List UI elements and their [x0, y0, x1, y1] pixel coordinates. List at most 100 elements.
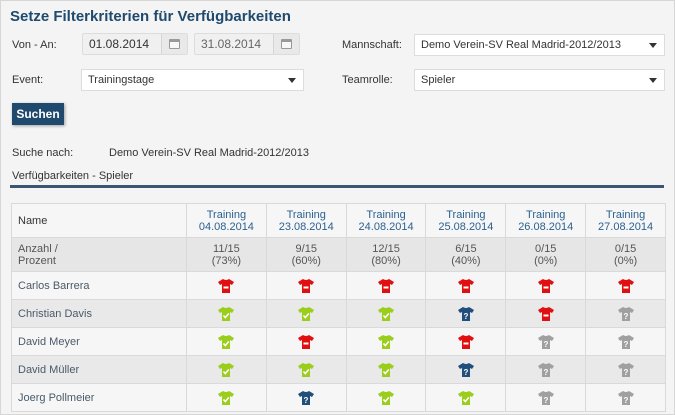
table-header-row: Name Training 04.08.2014 Training 23.08.20…	[11, 203, 666, 238]
available-shirt-icon	[218, 362, 235, 377]
availability-cell[interactable]	[345, 271, 427, 300]
role-select[interactable]: Spieler	[414, 69, 665, 91]
availability-cell[interactable]: ?	[425, 355, 507, 384]
availability-cell[interactable]: ?	[585, 383, 666, 412]
chevron-down-icon	[649, 42, 657, 48]
player-row: David Meyer??	[11, 327, 666, 356]
count-row: Anzahl / Prozent 11/15 (73%) 9/15 (60%) 12/…	[11, 237, 666, 272]
available-shirt-icon	[218, 390, 235, 405]
unavailable-shirt-icon	[298, 278, 315, 293]
svg-text:?: ?	[623, 368, 628, 377]
availability-cell[interactable]	[265, 299, 347, 328]
availability-cell[interactable]	[186, 299, 267, 328]
player-row: Joerg Pollmeier???	[11, 383, 666, 412]
percent-value: (0%)	[613, 254, 638, 267]
availability-cell[interactable]	[186, 327, 267, 356]
availability-cell[interactable]	[345, 327, 427, 356]
event-select[interactable]: Trainingstage	[81, 69, 304, 91]
availability-cell[interactable]: ?	[585, 327, 666, 356]
count-cell: 0/15 (0%)	[505, 237, 587, 272]
date-to-field[interactable]: 31.08.2014	[194, 33, 300, 55]
player-name: David Meyer	[11, 327, 187, 356]
date-from-field[interactable]: 01.08.2014	[82, 33, 188, 55]
search-info-label: Suche nach:	[12, 147, 74, 159]
availability-cell[interactable]: ?	[585, 299, 666, 328]
count-row-label: Anzahl / Prozent	[11, 237, 187, 272]
count-value: 9/15	[295, 242, 317, 255]
svg-text:?: ?	[543, 368, 548, 377]
player-row: Carlos Barrera	[11, 271, 666, 300]
column-header-type: Training	[605, 208, 646, 221]
availability-cell[interactable]: ?	[505, 383, 587, 412]
player-name: Carlos Barrera	[11, 271, 187, 300]
availability-cell[interactable]: ?	[505, 327, 587, 356]
availability-cell[interactable]	[425, 271, 507, 300]
availability-cell[interactable]	[186, 271, 267, 300]
availability-cell[interactable]	[265, 271, 347, 300]
player-name: David Müller	[11, 355, 187, 384]
page-title: Setze Filterkriterien für Verfügbarkeite…	[10, 8, 291, 25]
name-column-header: Name	[11, 203, 187, 238]
availability-cell[interactable]	[265, 327, 347, 356]
availability-cell[interactable]	[186, 383, 267, 412]
unavailable-shirt-icon	[457, 334, 474, 349]
section-divider	[10, 185, 664, 188]
available-shirt-icon	[298, 306, 315, 321]
availability-cell[interactable]	[505, 299, 587, 328]
svg-text:?: ?	[304, 396, 309, 405]
availability-cell[interactable]	[425, 383, 507, 412]
no-answer-shirt-icon: ?	[617, 362, 634, 377]
svg-text:?: ?	[543, 396, 548, 405]
role-label: Teamrolle:	[342, 74, 393, 86]
availability-table: Name Training 04.08.2014 Training 23.08.20…	[11, 203, 666, 412]
team-select-value: Demo Verein-SV Real Madrid-2012/2013	[421, 39, 621, 51]
no-answer-shirt-icon: ?	[617, 306, 634, 321]
availability-cell[interactable]	[505, 271, 587, 300]
unsure-shirt-icon: ?	[457, 306, 474, 321]
svg-text:?: ?	[543, 340, 548, 349]
count-value: 12/15	[372, 242, 400, 255]
availability-cell[interactable]: ?	[265, 383, 347, 412]
availability-cell[interactable]	[186, 355, 267, 384]
date-to-calendar-button[interactable]	[273, 34, 299, 54]
count-value: 11/15	[213, 242, 240, 255]
availability-cell[interactable]	[345, 383, 427, 412]
availability-cell[interactable]	[265, 355, 347, 384]
percent-value: (80%)	[371, 254, 401, 267]
player-row: David Müller???	[11, 355, 666, 384]
date-to-value: 31.08.2014	[201, 37, 262, 51]
available-shirt-icon	[298, 362, 315, 377]
team-label: Mannschaft:	[342, 39, 402, 51]
search-button[interactable]: Suchen	[12, 103, 64, 125]
availability-cell[interactable]	[585, 271, 666, 300]
unavailable-shirt-icon	[378, 278, 395, 293]
calendar-icon	[169, 39, 180, 49]
role-select-value: Spieler	[421, 74, 456, 86]
availability-cell[interactable]	[345, 355, 427, 384]
svg-text:?: ?	[623, 396, 628, 405]
count-value: 0/15	[614, 242, 637, 255]
availability-cell[interactable]	[345, 299, 427, 328]
unsure-shirt-icon: ?	[457, 362, 474, 377]
unavailable-shirt-icon	[298, 334, 315, 349]
column-header-date: 04.08.2014	[198, 220, 254, 233]
availability-cell[interactable]: ?	[505, 355, 587, 384]
team-select[interactable]: Demo Verein-SV Real Madrid-2012/2013	[414, 34, 665, 56]
count-cell: 11/15 (73%)	[186, 237, 267, 272]
availability-cell[interactable]: ?	[585, 355, 666, 384]
player-row: Christian Davis??	[11, 299, 666, 328]
column-header-date: 26.08.2014	[518, 220, 574, 233]
no-answer-shirt-icon: ?	[537, 362, 554, 377]
no-answer-shirt-icon: ?	[617, 390, 634, 405]
unsure-shirt-icon: ?	[298, 390, 315, 405]
availability-cell[interactable]: ?	[425, 299, 507, 328]
column-header-date: 27.08.2014	[598, 220, 654, 233]
date-from-calendar-button[interactable]	[161, 34, 187, 54]
chevron-down-icon	[288, 77, 296, 83]
availability-cell[interactable]	[425, 327, 507, 356]
column-header-type: Training	[526, 208, 566, 221]
percent-value: (40%)	[451, 254, 481, 267]
column-header: Training 23.08.2014	[265, 203, 347, 238]
unavailable-shirt-icon	[617, 278, 634, 293]
unavailable-shirt-icon	[537, 278, 554, 293]
